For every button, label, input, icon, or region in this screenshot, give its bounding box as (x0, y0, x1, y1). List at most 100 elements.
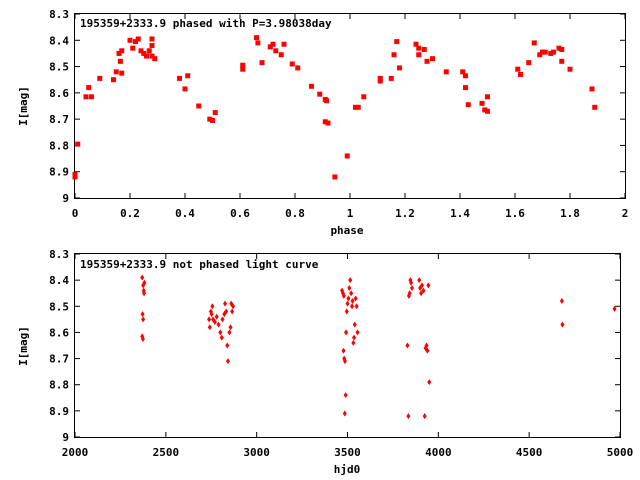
data-point (559, 298, 564, 305)
y-tick-label: 8.8 (49, 139, 69, 152)
data-point (341, 292, 346, 299)
data-point (149, 53, 155, 59)
y-tick-label: 8.6 (49, 326, 69, 339)
data-point (531, 40, 537, 46)
data-point (419, 290, 424, 297)
data-point (343, 392, 348, 399)
data-point (345, 300, 350, 307)
data-point (209, 311, 214, 318)
data-point (281, 41, 287, 47)
data-point (424, 58, 430, 64)
x-tick-label: 0 (72, 207, 79, 220)
data-point (353, 104, 358, 110)
x-tick-label: 4500 (516, 446, 543, 459)
data-point (556, 45, 562, 51)
data-point (267, 44, 273, 50)
data-point (135, 36, 141, 42)
data-point (463, 73, 468, 79)
data-point (349, 290, 354, 297)
data-point (146, 48, 152, 54)
data-point (416, 52, 422, 58)
data-point (351, 339, 356, 346)
x-tick-label: 4000 (425, 446, 452, 459)
data-point (409, 284, 414, 291)
x-axis-label: hjd0 (334, 463, 361, 476)
data-point (341, 347, 346, 354)
data-point (138, 48, 144, 54)
data-point (394, 39, 400, 45)
x-tick-label: 0.6 (230, 207, 250, 220)
data-point (344, 329, 349, 336)
data-point (111, 77, 116, 83)
data-point (377, 78, 383, 84)
data-point (355, 104, 361, 110)
y-tick-label: 8.5 (49, 61, 69, 74)
data-point (142, 279, 147, 286)
data-point (485, 94, 490, 100)
data-point (119, 48, 125, 54)
data-point (149, 43, 155, 49)
data-point (592, 104, 598, 110)
data-point (559, 46, 565, 52)
y-tick-label: 8.5 (49, 300, 69, 313)
chart-title: 195359+2333.9 not phased light curve (80, 258, 319, 271)
data-point (537, 52, 543, 58)
data-point (141, 316, 146, 323)
data-point (207, 316, 212, 323)
phased-light-curve-panel: 195359+2333.9 phased with P=3.98038day p… (17, 8, 628, 237)
data-point (219, 334, 224, 341)
data-point (142, 290, 147, 297)
y-tick-label: 8.4 (49, 274, 69, 287)
data-point (405, 342, 410, 349)
data-point (240, 62, 246, 68)
y-tick-label: 8.8 (49, 379, 69, 392)
data-point (86, 85, 92, 91)
x-tick-label: 3000 (243, 446, 270, 459)
data-point (210, 117, 215, 123)
data-point (182, 86, 188, 92)
x-tick-label: 1.4 (450, 207, 470, 220)
data-point (216, 321, 221, 328)
y-tick-label: 8.3 (49, 8, 69, 21)
data-point (324, 98, 330, 104)
x-tick-label: 2500 (153, 446, 180, 459)
data-point (231, 303, 236, 310)
y-tick-label: 9 (62, 192, 69, 205)
data-point (542, 49, 548, 55)
data-point (612, 305, 617, 312)
data-point (551, 49, 556, 55)
data-point (350, 303, 355, 310)
data-point (224, 308, 229, 315)
y-axis-label: I[mag] (17, 86, 30, 126)
data-point (255, 40, 261, 46)
data-point (289, 61, 295, 67)
unphased-light-curve-panel: 195359+2333.9 not phased light curve hjd… (17, 248, 633, 476)
data-point (322, 119, 328, 125)
data-point (116, 50, 122, 56)
data-point (185, 73, 191, 79)
x-tick-label: 1 (347, 207, 354, 220)
data-points (72, 35, 598, 180)
data-point (212, 110, 218, 116)
data-point (140, 311, 145, 318)
data-point (518, 71, 523, 77)
data-point (416, 45, 422, 51)
x-tick-label: 1.2 (395, 207, 415, 220)
data-point (485, 108, 490, 114)
data-point (273, 48, 279, 54)
data-point (332, 174, 338, 180)
x-tick-label: 0.8 (285, 207, 305, 220)
x-tick-label: 2000 (62, 446, 89, 459)
plot-frame (74, 253, 621, 438)
data-point (397, 65, 402, 71)
data-point (342, 410, 347, 417)
data-point (342, 358, 347, 365)
data-point (424, 342, 429, 349)
plot-frame (74, 13, 626, 199)
data-point (515, 66, 521, 72)
data-point (560, 321, 565, 328)
data-points (140, 274, 617, 420)
data-point (177, 75, 182, 81)
data-point (119, 70, 125, 76)
